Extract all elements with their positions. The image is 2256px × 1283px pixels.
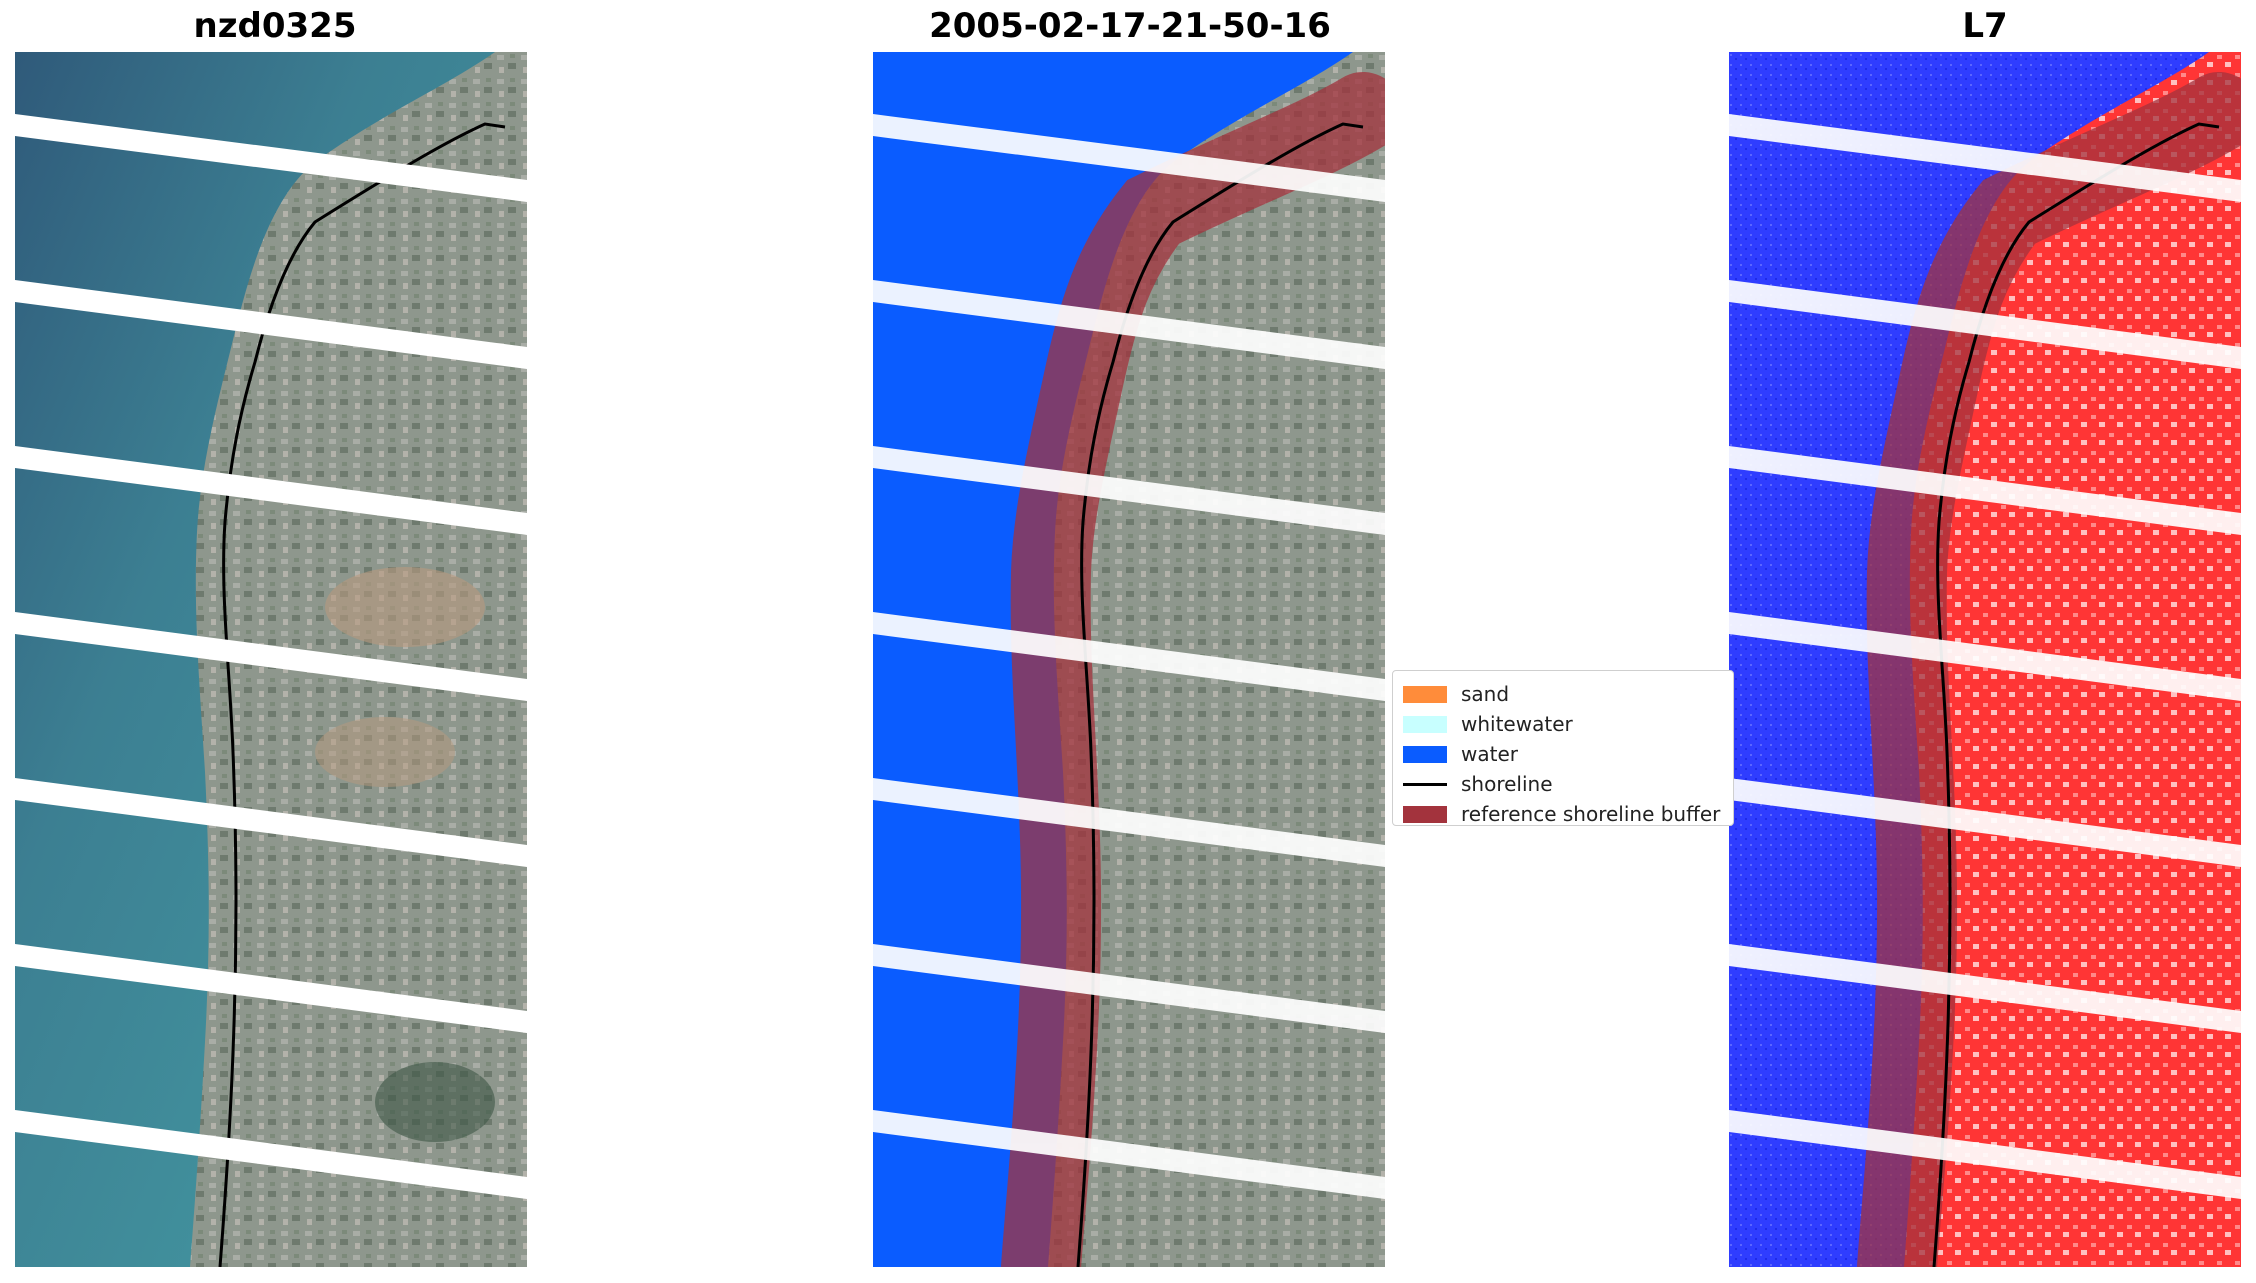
- scan-line-gaps: [15, 114, 527, 1199]
- shoreline-line-swatch: [1403, 782, 1447, 786]
- buffer-swatch: [1403, 805, 1447, 823]
- legend-item-water: water: [1403, 739, 1723, 769]
- index-image-panel: [1729, 52, 2241, 1267]
- legend-item-whitewater: whitewater: [1403, 709, 1723, 739]
- scan-line-gaps: [1729, 114, 2241, 1199]
- panel-title-rgb: nzd0325: [193, 6, 357, 46]
- legend-label: shoreline: [1461, 772, 1553, 796]
- legend-item-shoreline: shoreline: [1403, 769, 1723, 799]
- scan-line-gaps: [873, 114, 1385, 1199]
- legend-label: sand: [1461, 682, 1510, 706]
- panel-title-classified: 2005-02-17-21-50-16: [929, 6, 1331, 46]
- water-swatch: [1403, 745, 1447, 763]
- classified-image-panel: [873, 52, 1385, 1267]
- whitewater-swatch: [1403, 715, 1447, 733]
- legend-label: reference shoreline buffer: [1461, 802, 1721, 826]
- rgb-image-panel: [15, 52, 527, 1267]
- legend: sand whitewater water shoreline referenc…: [1392, 670, 1734, 826]
- sand-swatch: [1403, 685, 1447, 703]
- legend-item-sand: sand: [1403, 679, 1723, 709]
- legend-label: water: [1461, 742, 1518, 766]
- legend-item-buffer: reference shoreline buffer: [1403, 799, 1723, 829]
- panel-title-index: L7: [1962, 6, 2008, 46]
- legend-label: whitewater: [1461, 712, 1573, 736]
